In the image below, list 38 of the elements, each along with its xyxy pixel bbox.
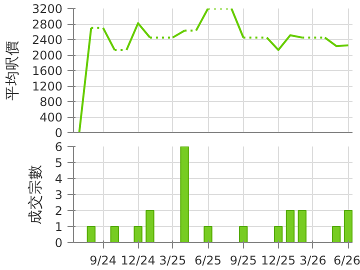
- y-tick-label: 2800: [32, 18, 63, 32]
- y-tick-label: 1200: [32, 80, 63, 94]
- x-tick-label: 12/24: [120, 254, 156, 268]
- bar: [332, 226, 341, 242]
- bar: [239, 226, 248, 242]
- bar: [180, 146, 189, 242]
- y-tick-label: 0: [54, 126, 63, 140]
- y-tick-label: 1600: [32, 64, 63, 78]
- y-tick-label: 0: [54, 236, 63, 250]
- bar: [110, 226, 119, 242]
- x-tick-label: 6/25: [194, 254, 222, 268]
- x-tick-label: 12/25: [261, 254, 296, 268]
- bar: [298, 210, 306, 242]
- x-tick-label: 3/26: [299, 254, 326, 268]
- y-tick-label: 400: [40, 110, 62, 124]
- y-tick-label: 2400: [32, 33, 63, 47]
- bar: [286, 210, 295, 242]
- bar: [86, 226, 96, 242]
- y-tick-label: 6: [54, 140, 63, 154]
- y-tick-label: 4: [54, 172, 63, 186]
- y-tick-label: 5: [54, 156, 63, 170]
- y-tick-label: 1: [54, 220, 63, 234]
- bar: [134, 226, 142, 242]
- x-tick-label: 3/25: [159, 254, 186, 268]
- y-tick-label: 2: [54, 204, 63, 218]
- x-tick-label: 6/26: [334, 254, 360, 268]
- y-axis-title: 成交宗數: [26, 164, 44, 224]
- x-tick-label: 9/25: [230, 254, 257, 268]
- bar: [146, 210, 154, 242]
- bar: [274, 226, 283, 242]
- y-tick-label: 800: [40, 95, 62, 109]
- bar: [204, 226, 212, 242]
- bar: [344, 210, 352, 242]
- y-tick-label: 3200: [32, 2, 63, 16]
- y-tick-label: 2000: [32, 48, 63, 62]
- x-tick-label: 9/24: [90, 254, 117, 268]
- y-axis-title: 平均呎價: [4, 40, 21, 100]
- y-tick-label: 3: [54, 188, 63, 202]
